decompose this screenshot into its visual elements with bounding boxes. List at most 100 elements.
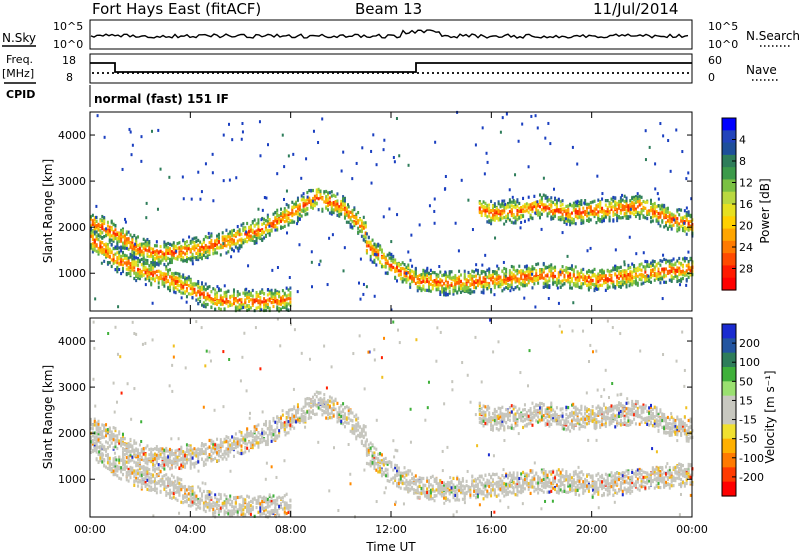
power-heatmap-data — [90, 110, 694, 313]
power-cell — [612, 266, 615, 270]
power-cell — [422, 276, 425, 280]
power-cell — [259, 290, 262, 294]
power-cell — [627, 208, 630, 212]
power-scatter-cell — [681, 150, 684, 154]
power-cell — [491, 218, 494, 222]
power-cell — [129, 262, 132, 266]
power-cell — [343, 208, 346, 212]
power-cell — [108, 255, 111, 259]
power-cell — [659, 212, 662, 217]
power-cell — [567, 275, 570, 279]
power-cell — [101, 236, 104, 240]
power-cell — [185, 251, 188, 255]
power-cell — [606, 277, 609, 281]
power-cell — [137, 251, 140, 255]
power-cell — [651, 263, 654, 267]
velocity-cell — [140, 447, 143, 452]
power-cell — [270, 288, 273, 292]
power-cell — [602, 212, 605, 216]
power-cell — [321, 209, 324, 213]
power-cell — [567, 213, 570, 217]
power-cell — [178, 253, 181, 257]
power-cell — [629, 276, 632, 280]
power-cell — [274, 293, 277, 297]
velocity-cell — [108, 444, 111, 448]
power-cell — [217, 240, 220, 244]
velocity-cell — [121, 434, 124, 438]
power-cell — [565, 266, 568, 270]
velocity-cell — [152, 461, 155, 465]
power-cell — [369, 243, 372, 247]
velocity-cell — [161, 447, 164, 451]
power-cell — [561, 265, 564, 269]
power-cell — [680, 219, 683, 223]
velocity-cell — [182, 453, 185, 457]
power-cell — [146, 237, 149, 242]
power-cell — [655, 214, 658, 218]
power-cell — [446, 274, 449, 278]
power-cell — [364, 236, 367, 240]
velocity-cell — [142, 452, 145, 456]
velocity-cell — [101, 432, 104, 436]
power-cell — [520, 271, 523, 275]
power-cell — [360, 222, 363, 226]
power-cell — [525, 269, 528, 273]
power-scatter-cell — [296, 222, 299, 226]
power-cell — [304, 209, 307, 213]
power-cell — [471, 269, 474, 273]
power-scatter-cell — [484, 272, 487, 276]
power-cell — [597, 210, 600, 214]
power-cell — [180, 287, 183, 291]
power-cell — [238, 246, 241, 250]
power-cell — [390, 256, 393, 260]
power-scatter-cell — [505, 112, 508, 116]
power-scatter-cell — [351, 225, 354, 229]
power-cell — [338, 209, 341, 213]
power-cell — [306, 190, 309, 195]
power-cell — [236, 232, 239, 236]
power-cell — [189, 255, 192, 259]
power-cell — [490, 290, 493, 294]
power-cell — [548, 264, 551, 268]
power-cell — [140, 257, 143, 262]
power-cell — [672, 223, 675, 227]
power-cell — [606, 199, 609, 203]
power-cell — [125, 237, 128, 241]
power-cell — [199, 292, 202, 297]
power-cell — [473, 274, 476, 278]
power-cell — [170, 250, 173, 254]
power-cell — [133, 262, 136, 267]
velocity-cell — [178, 453, 181, 457]
power-cell — [357, 231, 360, 235]
power-cell — [353, 215, 356, 220]
power-cell — [435, 280, 438, 285]
power-cell — [557, 281, 560, 285]
power-cell — [638, 194, 641, 198]
power-cell — [518, 264, 521, 268]
power-cell — [116, 251, 119, 255]
power-cell — [616, 210, 619, 214]
power-cell — [503, 280, 506, 284]
power-cell — [379, 260, 382, 264]
velocity-cell — [165, 446, 168, 451]
power-cell — [552, 271, 555, 276]
power-colorbar-swatch-3 — [722, 154, 736, 168]
power-scatter-cell — [95, 215, 98, 219]
power-cell — [411, 269, 414, 273]
power-cell — [108, 228, 111, 233]
power-cell — [580, 268, 583, 272]
power-cell — [231, 302, 234, 306]
power-cell — [602, 279, 605, 283]
power-cell — [550, 215, 553, 219]
power-cell — [208, 285, 211, 289]
power-cell — [490, 222, 493, 226]
power-cell — [595, 207, 598, 211]
power-cell — [621, 269, 624, 273]
power-cell — [257, 221, 260, 225]
power-cell — [114, 252, 117, 256]
power-cell — [619, 204, 622, 208]
power-cell — [493, 211, 496, 215]
power-cell — [152, 258, 155, 262]
power-cell — [520, 215, 523, 219]
